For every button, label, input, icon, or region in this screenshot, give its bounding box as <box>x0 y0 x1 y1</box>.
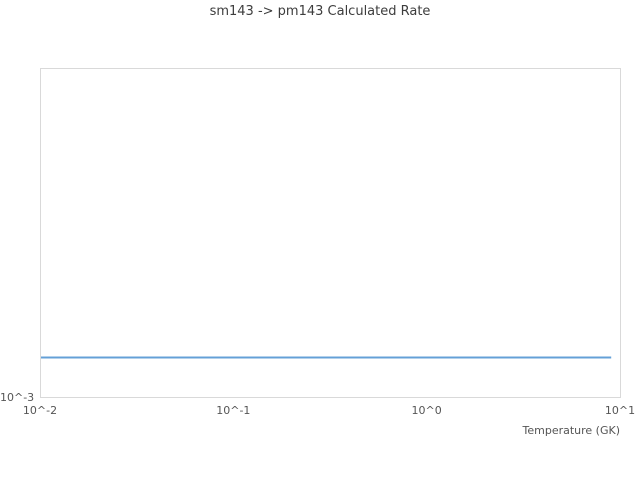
plot-area <box>40 68 621 398</box>
x-axis-tick-label: 10^-1 <box>216 404 251 417</box>
x-axis-tick-label: 10^-2 <box>22 404 58 417</box>
y-axis-tick-label: 10^-3 <box>0 391 35 404</box>
x-axis-tick-label: 10^0 <box>411 404 442 417</box>
rate-line-layer <box>41 356 612 359</box>
chart-title: sm143 -> pm143 Calculated Rate <box>209 4 431 19</box>
x-axis-title: Temperature (GK) <box>522 424 621 437</box>
x-axis-tick-label: 10^1 <box>604 404 636 417</box>
